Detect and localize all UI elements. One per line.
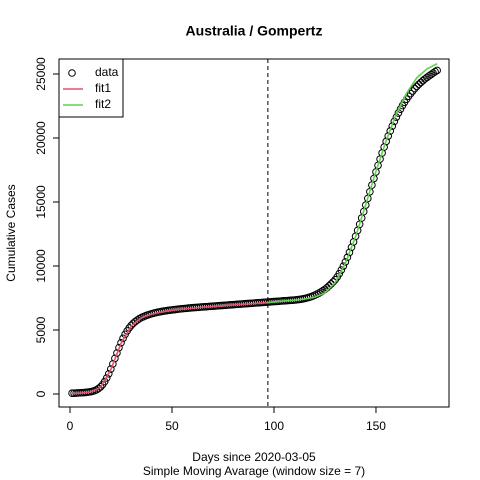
- x-tick-label: 0: [67, 419, 74, 433]
- y-tick-label: 20000: [34, 121, 48, 155]
- data-point: [96, 383, 105, 391]
- data-point: [107, 365, 115, 373]
- y-tick-label: 10000: [34, 249, 48, 283]
- data-point: [382, 137, 390, 146]
- data-point: [315, 289, 323, 297]
- data-point: [343, 253, 352, 262]
- y-tick-label: 15000: [34, 185, 48, 219]
- fit-line: [72, 301, 268, 395]
- y-tick-label: 25000: [34, 57, 48, 91]
- data-point: [406, 89, 415, 98]
- data-point: [133, 316, 142, 324]
- data-point: [102, 374, 111, 382]
- data-point: [364, 194, 372, 203]
- x-tick-label: 50: [165, 419, 179, 433]
- data-point: [431, 67, 439, 76]
- data-point: [119, 334, 127, 343]
- data-point: [135, 314, 144, 323]
- subtitle: Simple Moving Avarage (window size = 7): [143, 464, 365, 478]
- data-point: [410, 84, 419, 93]
- data-point: [337, 266, 346, 274]
- y-axis-label: Cumulative Cases: [4, 184, 18, 281]
- y-tick-label: 5000: [34, 316, 48, 343]
- data-point: [412, 82, 421, 91]
- data-point: [359, 207, 368, 216]
- data-point: [94, 384, 103, 393]
- data-point: [341, 258, 350, 266]
- data-point: [113, 349, 121, 357]
- data-point: [429, 69, 437, 77]
- data-point: [125, 324, 133, 332]
- data-point: [345, 248, 354, 257]
- fit-line: [267, 63, 438, 304]
- data-point: [361, 201, 370, 209]
- legend-label: fit1: [95, 81, 111, 95]
- legend-box: [58, 58, 124, 118]
- legend-symbol: [68, 69, 76, 77]
- x-axis-label: Days since 2020-03-05: [192, 450, 316, 464]
- x-tick-label: 100: [264, 419, 284, 433]
- data-point: [370, 174, 378, 183]
- data-point: [127, 321, 136, 330]
- legend-label: data: [95, 65, 119, 79]
- data-point: [384, 132, 393, 140]
- data-point: [408, 87, 417, 95]
- x-tick-label: 150: [366, 419, 386, 433]
- data-point: [368, 181, 376, 189]
- data-point: [433, 66, 441, 75]
- data-point: [104, 369, 113, 378]
- data-point: [117, 338, 125, 347]
- legend-label: fit2: [95, 97, 111, 111]
- data-point: [339, 262, 348, 270]
- data-point: [111, 354, 119, 363]
- data-point: [115, 343, 123, 352]
- data-point: [366, 187, 374, 196]
- data-point: [347, 243, 356, 252]
- data-point: [372, 168, 380, 176]
- chart-title: Australia / Gompertz: [186, 23, 323, 39]
- y-tick-label: 0: [34, 390, 48, 397]
